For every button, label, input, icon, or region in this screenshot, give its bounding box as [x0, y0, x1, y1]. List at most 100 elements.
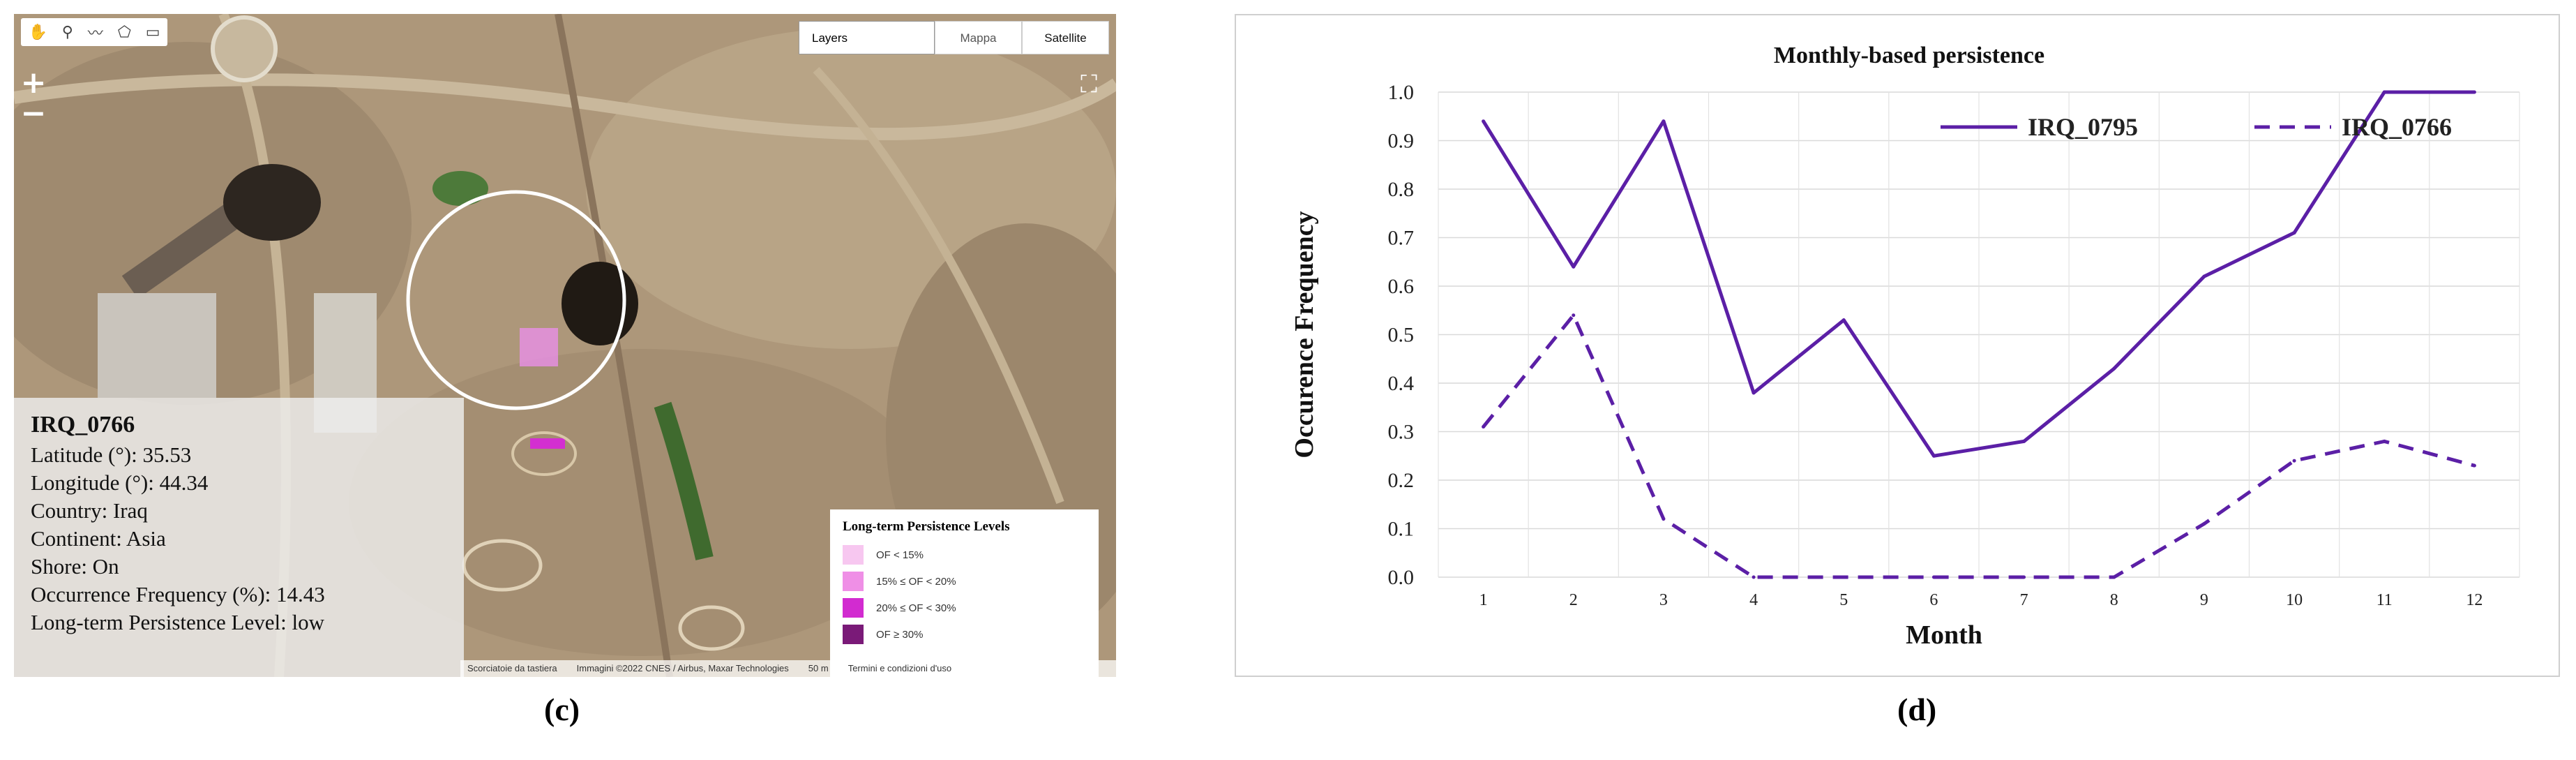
- data-point: [1482, 425, 1486, 429]
- y-tick-label: 0.3: [1388, 421, 1415, 444]
- info-persistence-level: Long-term Persistence Level: low: [31, 610, 324, 634]
- y-tick-label: 0.8: [1388, 178, 1415, 201]
- x-tick-label: 7: [2020, 591, 2028, 609]
- data-point: [1752, 391, 1756, 395]
- data-point: [1841, 575, 1846, 579]
- y-axis-label: Occurence Frequency: [1290, 211, 1319, 458]
- legend-label: 15% ≤ OF < 20%: [876, 575, 956, 588]
- info-continent: Continent: Asia: [31, 526, 166, 551]
- persistence-legend: Long-term Persistence Levels OF < 15% 15…: [830, 509, 1099, 677]
- legend-label: OF < 15%: [876, 549, 924, 561]
- series-line-IRQ_0766: [1482, 313, 2476, 579]
- info-occurrence-frequency: Occurrence Frequency (%): 14.43: [31, 582, 325, 606]
- data-point: [1572, 313, 1576, 318]
- layers-dropdown[interactable]: Layers: [799, 21, 935, 54]
- map-type-option-map[interactable]: Mappa: [935, 21, 1022, 54]
- polygon-icon[interactable]: ⬠: [117, 23, 131, 41]
- y-tick-label: 0.2: [1388, 469, 1415, 492]
- x-tick-label: 9: [2200, 591, 2208, 609]
- x-tick-label: 4: [1749, 591, 1758, 609]
- data-point: [2472, 90, 2476, 94]
- data-point: [2472, 463, 2476, 468]
- zoom-in-button[interactable]: +: [20, 65, 47, 100]
- site-id: IRQ_0766: [31, 412, 135, 438]
- y-tick-label: 0.0: [1388, 566, 1415, 589]
- info-longitude: Longitude (°): 44.34: [31, 470, 209, 495]
- legend-label: IRQ_0766: [2342, 113, 2452, 141]
- data-point: [2292, 459, 2296, 463]
- x-tick-label: 1: [1479, 591, 1488, 609]
- x-tick-label: 10: [2286, 591, 2303, 609]
- panel-label-c: (c): [544, 692, 580, 727]
- legend-item: 20% ≤ OF < 30%: [843, 595, 1086, 621]
- y-tick-label: 1.0: [1388, 81, 1415, 104]
- y-tick-label: 0.7: [1388, 227, 1415, 250]
- data-point: [1662, 119, 1666, 124]
- y-tick-label: 0.9: [1388, 130, 1415, 153]
- marker-icon[interactable]: ⚲: [61, 23, 73, 41]
- info-shore: Shore: On: [31, 554, 119, 579]
- data-point: [2202, 274, 2206, 278]
- terms-link[interactable]: Termini e condizioni d'uso: [848, 663, 952, 673]
- data-point: [2022, 575, 2026, 579]
- data-point: [1662, 517, 1666, 521]
- legend-swatch: [843, 545, 864, 565]
- imagery-credit: Immagini ©2022 CNES / Airbus, Maxar Tech…: [576, 663, 789, 673]
- map-panel[interactable]: ✋ ⚲ 〰 ⬠ ▭ + − Layers Mappa Satellite ⛶ I…: [14, 14, 1116, 677]
- legend-item: 15% ≤ OF < 20%: [843, 568, 1086, 595]
- y-tick-label: 0.1: [1388, 518, 1415, 541]
- x-tick-label: 5: [1839, 591, 1848, 609]
- legend-item: OF < 15%: [843, 542, 1086, 568]
- legend-title: Long-term Persistence Levels: [843, 519, 1010, 534]
- data-point: [1931, 454, 1936, 458]
- x-tick-label: 2: [1569, 591, 1578, 609]
- x-tick-label: 12: [2466, 591, 2483, 609]
- info-country: Country: Iraq: [31, 498, 148, 523]
- chart-title: Monthly-based persistence: [1774, 43, 2044, 68]
- panel-label-d: (d): [1897, 692, 1937, 727]
- zoom-out-button[interactable]: −: [20, 96, 47, 131]
- site-info-box: IRQ_0766 Latitude (°): 35.53 Longitude (…: [14, 398, 464, 677]
- map-attribution: Scorciatoie da tastiera Immagini ©2022 C…: [460, 660, 1116, 677]
- hand-icon[interactable]: ✋: [28, 23, 47, 41]
- rectangle-icon[interactable]: ▭: [145, 23, 160, 41]
- legend-swatch: [843, 598, 864, 618]
- y-tick-label: 0.6: [1388, 275, 1415, 298]
- data-point: [2112, 366, 2116, 371]
- x-tick-label: 11: [2377, 591, 2393, 609]
- data-point: [1572, 264, 1576, 269]
- data-point: [2022, 439, 2026, 443]
- y-tick-label: 0.4: [1388, 372, 1415, 395]
- scale-bar[interactable]: 50 m: [808, 663, 829, 673]
- data-point: [1841, 318, 1846, 322]
- y-tick-label: 0.5: [1388, 324, 1415, 347]
- data-point: [2112, 575, 2116, 579]
- chart-panel: 0.0 0.1 0.2 0.3 0.4 0.5 0.6 0.7 0.8 0.9 1.0 1 2 3 4 5 6 7…: [1235, 14, 2560, 677]
- legend-item: OF ≥ 30%: [843, 621, 1086, 648]
- data-point: [2292, 231, 2296, 235]
- persistence-line-chart: 0.00.10.20.30.40.50.60.70.80.91.01 2 3 4 5 6 7…: [1290, 43, 2520, 650]
- fullscreen-icon[interactable]: ⛶: [1080, 70, 1097, 98]
- data-point: [2202, 522, 2206, 526]
- map-type-option-satellite[interactable]: Satellite: [1022, 21, 1109, 54]
- info-latitude: Latitude (°): 35.53: [31, 442, 192, 467]
- legend-swatch: [843, 625, 864, 644]
- x-tick-label: 3: [1659, 591, 1668, 609]
- x-tick-label: 6: [1929, 591, 1938, 609]
- keyboard-shortcuts-link[interactable]: Scorciatoie da tastiera: [467, 663, 557, 673]
- map-type-toggle: Mappa Satellite: [935, 21, 1109, 54]
- data-point: [1752, 575, 1756, 579]
- x-axis-label: Month: [1906, 620, 1982, 650]
- legend-label: IRQ_0795: [2028, 113, 2138, 141]
- data-point: [2382, 439, 2386, 443]
- drawing-toolbar: ✋ ⚲ 〰 ⬠ ▭: [21, 18, 167, 46]
- data-point: [2382, 90, 2386, 94]
- legend-swatch: [843, 572, 864, 591]
- series-line-IRQ_0795: [1482, 90, 2475, 458]
- x-tick-label: 8: [2110, 591, 2118, 609]
- polyline-icon[interactable]: 〰: [87, 25, 103, 43]
- legend-label: OF ≥ 30%: [876, 628, 924, 641]
- data-point: [1931, 575, 1936, 579]
- legend-label: 20% ≤ OF < 30%: [876, 602, 956, 614]
- data-point: [1482, 119, 1486, 124]
